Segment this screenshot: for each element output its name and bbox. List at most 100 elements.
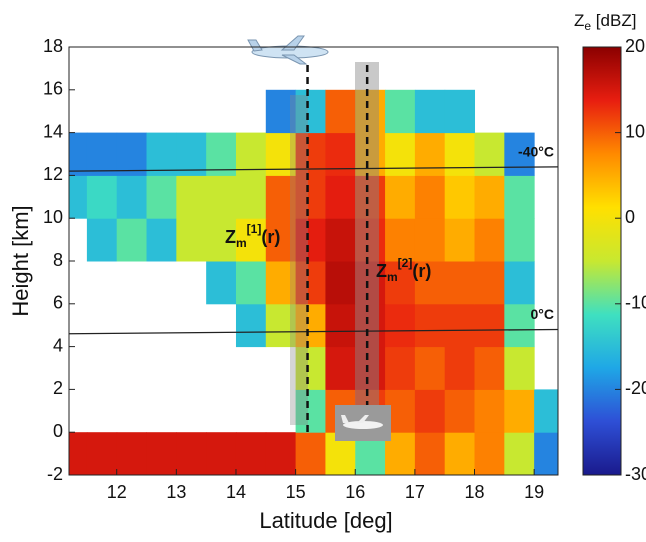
cell bbox=[295, 261, 326, 305]
cell bbox=[474, 132, 505, 176]
annotation: Zm[1](r) bbox=[225, 222, 280, 250]
cell bbox=[444, 389, 476, 433]
cell bbox=[325, 175, 356, 219]
cell bbox=[385, 303, 416, 348]
y-tick-label: 0 bbox=[53, 421, 63, 441]
cell bbox=[504, 346, 535, 390]
colorbar-label-rest: [dBZ] bbox=[591, 11, 636, 30]
x-axis-label: Latitude [deg] bbox=[259, 508, 392, 533]
cell bbox=[265, 432, 297, 476]
cell bbox=[414, 261, 446, 305]
cell bbox=[504, 175, 535, 219]
cell bbox=[265, 89, 297, 134]
isotherm-line bbox=[68, 328, 559, 335]
cell bbox=[325, 218, 356, 262]
cell bbox=[504, 389, 535, 433]
cell bbox=[325, 89, 356, 134]
cell bbox=[355, 218, 386, 262]
colorbar-tick-label: -20 bbox=[625, 378, 646, 398]
cell bbox=[176, 132, 207, 176]
high-aircraft-icon bbox=[247, 35, 329, 65]
beam-shade bbox=[290, 95, 308, 425]
annotation-sub: m bbox=[236, 236, 247, 250]
cell bbox=[474, 432, 505, 476]
x-tick-label: 15 bbox=[286, 482, 306, 502]
cell bbox=[146, 218, 177, 262]
cell bbox=[504, 432, 535, 476]
cell bbox=[176, 218, 207, 262]
colorbar bbox=[582, 46, 622, 476]
cell bbox=[414, 132, 446, 176]
cell bbox=[265, 175, 297, 219]
cell bbox=[295, 303, 326, 348]
y-tick-label: 12 bbox=[43, 164, 63, 184]
cell bbox=[504, 132, 535, 176]
y-tick-label: 14 bbox=[43, 121, 63, 141]
cell bbox=[385, 218, 416, 262]
cell bbox=[325, 303, 356, 348]
cell bbox=[69, 432, 88, 476]
annotation-sup: [1] bbox=[247, 222, 262, 236]
colorbar-tick-label: 10 bbox=[625, 121, 645, 141]
cell bbox=[235, 432, 267, 476]
y-tick-label: 10 bbox=[43, 207, 63, 227]
cell bbox=[176, 175, 207, 219]
cell bbox=[414, 218, 446, 262]
colorbar-label-main: Z bbox=[574, 11, 584, 30]
cell bbox=[146, 175, 177, 219]
cell bbox=[116, 218, 148, 262]
cell bbox=[385, 175, 416, 219]
cell bbox=[474, 303, 505, 348]
cell bbox=[444, 346, 476, 390]
annotation-sup: [2] bbox=[398, 256, 413, 270]
cell bbox=[265, 303, 297, 348]
cell bbox=[414, 346, 446, 390]
cell bbox=[206, 218, 237, 262]
cell bbox=[116, 132, 148, 176]
cell bbox=[414, 432, 446, 476]
x-tick-label: 13 bbox=[166, 482, 186, 502]
x-tick-label: 18 bbox=[464, 482, 484, 502]
cell bbox=[414, 89, 446, 134]
cell bbox=[86, 175, 118, 219]
cell bbox=[474, 389, 505, 433]
colorbar-label: Ze [dBZ] bbox=[574, 11, 636, 33]
cell bbox=[385, 261, 416, 305]
cell bbox=[146, 432, 177, 476]
cell bbox=[295, 346, 326, 390]
cell bbox=[206, 432, 237, 476]
colorbar-tick-label: 0 bbox=[625, 207, 635, 227]
isotherm-label: 0°C bbox=[531, 306, 555, 322]
cell bbox=[325, 346, 356, 390]
cell bbox=[444, 432, 476, 476]
cell bbox=[295, 89, 326, 134]
cell bbox=[444, 303, 476, 348]
isotherm-label: -40°C bbox=[518, 144, 554, 160]
cell bbox=[534, 432, 559, 476]
cell bbox=[235, 218, 267, 262]
y-axis-label: Height [km] bbox=[8, 205, 33, 316]
y-tick-label: 16 bbox=[43, 79, 63, 99]
cell bbox=[474, 175, 505, 219]
cell bbox=[414, 175, 446, 219]
cell bbox=[295, 218, 326, 262]
cell bbox=[385, 132, 416, 176]
cell bbox=[534, 389, 559, 433]
cell bbox=[355, 261, 386, 305]
cell bbox=[116, 432, 148, 476]
cell bbox=[504, 303, 535, 348]
cell bbox=[355, 175, 386, 219]
y-tick-label: 4 bbox=[53, 335, 63, 355]
cell bbox=[146, 132, 177, 176]
cell bbox=[86, 218, 118, 262]
cell bbox=[474, 261, 505, 305]
cell bbox=[504, 261, 535, 305]
y-tick-label: -2 bbox=[47, 464, 63, 484]
annotation-sub: m bbox=[387, 270, 398, 284]
cell bbox=[385, 346, 416, 390]
cell bbox=[444, 89, 476, 134]
colorbar-tick-label: 20 bbox=[625, 36, 645, 56]
cell bbox=[176, 432, 207, 476]
cell bbox=[206, 132, 237, 176]
colorbar-tick-label: -10 bbox=[625, 293, 646, 313]
